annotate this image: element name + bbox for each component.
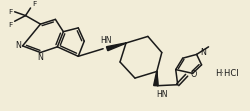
Text: F: F — [8, 9, 12, 15]
Text: O: O — [190, 70, 196, 79]
Text: F: F — [8, 22, 12, 28]
Text: F: F — [32, 1, 36, 7]
Text: HN: HN — [156, 90, 167, 99]
Text: H·HCl: H·HCl — [215, 69, 238, 78]
Text: N: N — [200, 48, 206, 57]
Text: N: N — [16, 41, 22, 50]
Text: HN: HN — [100, 36, 112, 45]
Polygon shape — [153, 71, 158, 86]
Text: N: N — [38, 54, 43, 62]
Polygon shape — [106, 43, 126, 51]
